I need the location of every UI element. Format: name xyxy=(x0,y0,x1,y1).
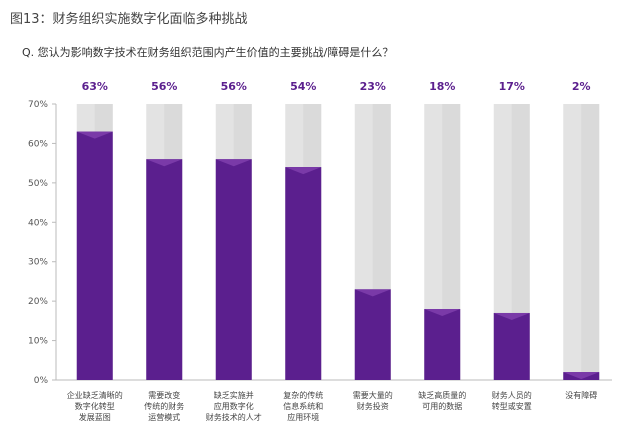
category-label: 缺乏实施并 xyxy=(214,390,254,400)
category-label: 传统的财务 xyxy=(144,401,184,411)
bar-top-chevron xyxy=(76,131,113,139)
bar-top-chevron xyxy=(424,309,461,317)
category-label: 缺乏高质量的 xyxy=(418,390,466,400)
bar-top-chevron xyxy=(354,289,391,297)
bar-top-chevron xyxy=(215,159,252,167)
y-tick-label: 0% xyxy=(34,376,49,386)
y-tick-label: 20% xyxy=(28,297,48,307)
category-label: 需要改变 xyxy=(148,390,180,400)
y-tick-label: 10% xyxy=(28,337,48,347)
bar-value-label: 2% xyxy=(572,80,591,93)
category-label: 财务人员的 xyxy=(492,390,532,400)
category-label: 信息系统和 xyxy=(283,401,323,411)
bar-value-label: 56% xyxy=(221,80,247,93)
y-tick-label: 30% xyxy=(28,258,48,268)
bar-value xyxy=(215,159,252,380)
category-label: 需要大量的 xyxy=(353,390,393,400)
bar-top-chevron xyxy=(285,167,322,175)
y-tick-label: 70% xyxy=(28,100,48,110)
category-label: 可用的数据 xyxy=(422,401,462,411)
category-label: 财务投资 xyxy=(357,401,389,411)
bar-value-label: 17% xyxy=(499,80,525,93)
bar-value xyxy=(76,131,113,380)
bar-value-label: 23% xyxy=(360,80,386,93)
category-label: 没有障碍 xyxy=(565,390,597,400)
figure-title: 图13：财务组织实施数字化面临多种挑战 xyxy=(10,12,248,27)
bar-value-label: 54% xyxy=(290,80,316,93)
y-tick-label: 40% xyxy=(28,218,48,228)
category-label: 转型或安置 xyxy=(492,401,532,411)
bar-track-side xyxy=(511,104,530,380)
bar-track-side xyxy=(581,104,600,380)
bar-value xyxy=(493,312,530,380)
category-label: 复杂的传统 xyxy=(283,390,323,400)
bar-value-label: 56% xyxy=(151,80,177,93)
bar-value xyxy=(146,159,183,380)
category-label: 企业缺乏清晰的 xyxy=(67,390,123,400)
bar-value-label: 63% xyxy=(82,80,108,93)
category-label: 数字化转型 xyxy=(75,401,115,411)
bar-value-label: 18% xyxy=(429,80,455,93)
bar-value xyxy=(285,167,322,380)
bar-top-chevron xyxy=(563,372,600,380)
category-label: 运营模式 xyxy=(148,412,180,422)
bar-top-chevron xyxy=(146,159,183,167)
bar-top-chevron xyxy=(493,312,530,320)
bar-value xyxy=(424,309,461,380)
survey-question: Q. 您认为影响数字技术在财务组织范围内产生价值的主要挑战/障碍是什么？ xyxy=(22,46,394,59)
y-tick-label: 50% xyxy=(28,179,48,189)
category-label: 应用环境 xyxy=(287,412,319,422)
y-tick-label: 60% xyxy=(28,139,48,149)
category-label: 应用数字化 xyxy=(214,401,254,411)
category-label: 发展蓝图 xyxy=(79,412,111,422)
bar-value xyxy=(354,289,391,380)
category-label: 财务技术的人才 xyxy=(206,412,262,422)
